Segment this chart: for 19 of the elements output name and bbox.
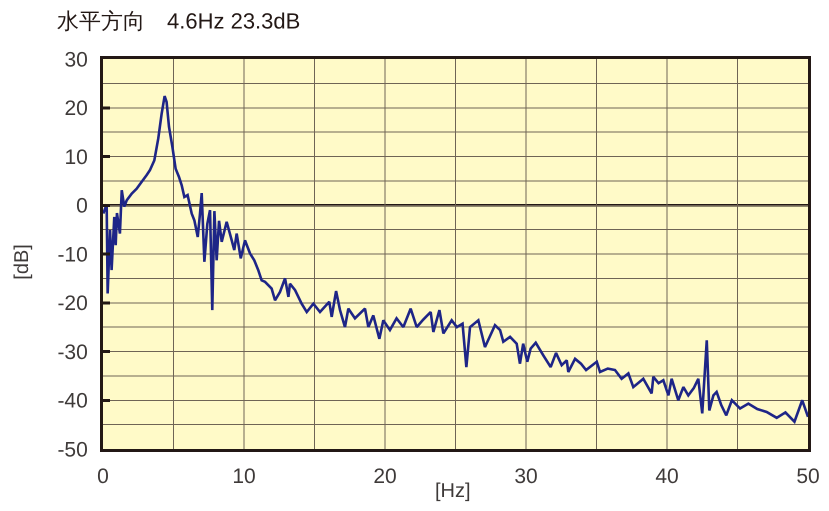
x-tick-label: 0 xyxy=(97,465,109,488)
y-tick-label: 10 xyxy=(64,146,88,169)
y-tick-label: -30 xyxy=(57,340,88,364)
x-tick-label: 50 xyxy=(796,465,820,488)
y-tick-label: 0 xyxy=(76,194,88,218)
x-tick-label: 10 xyxy=(232,465,256,488)
chart-title: 水平方向 4.6Hz 23.3dB xyxy=(57,8,300,34)
x-axis-title: [Hz] xyxy=(435,480,471,502)
line-series xyxy=(103,94,808,423)
y-axis-title: [dB] xyxy=(11,244,34,280)
x-tick-label: 40 xyxy=(655,465,679,488)
y-tick-label: 30 xyxy=(64,48,88,72)
x-tick-label: 20 xyxy=(373,465,397,488)
y-tick-label: -10 xyxy=(57,243,88,266)
x-tick-label: 30 xyxy=(514,465,538,488)
y-tick-label: -50 xyxy=(57,438,88,462)
y-tick-label: -20 xyxy=(57,292,88,316)
y-tick-label: 20 xyxy=(64,97,88,120)
y-tick-label: -40 xyxy=(57,390,88,413)
